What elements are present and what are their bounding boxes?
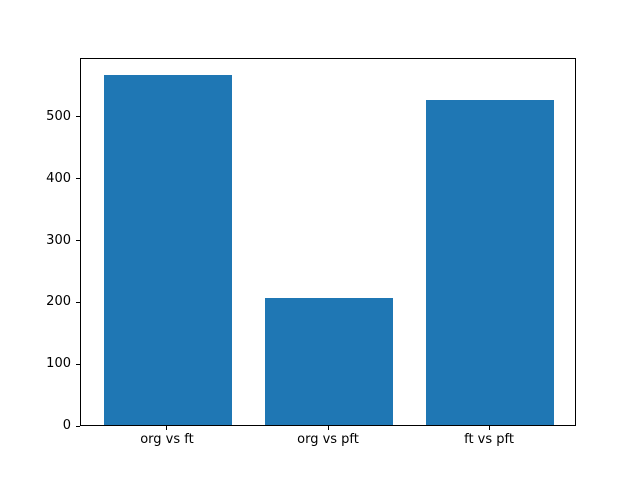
y-tick-mark bbox=[76, 240, 80, 242]
y-tick-mark bbox=[76, 425, 80, 427]
y-tick-label: 0 bbox=[62, 418, 71, 433]
x-tick-label: ft vs pft bbox=[464, 432, 514, 447]
y-tick-mark bbox=[76, 301, 80, 303]
y-tick-label: 500 bbox=[46, 108, 71, 124]
bar-org-vs-ft bbox=[103, 74, 233, 425]
x-tick-mark bbox=[488, 426, 490, 430]
x-tick-label: org vs pft bbox=[297, 432, 359, 447]
y-tick-label: 300 bbox=[46, 232, 71, 248]
plot-area bbox=[80, 58, 576, 426]
x-tick-mark bbox=[327, 426, 329, 430]
y-tick-mark bbox=[76, 116, 80, 118]
bar-org-vs-pft bbox=[264, 297, 394, 425]
bar-ft-vs-pft bbox=[425, 99, 555, 425]
y-tick-mark bbox=[76, 178, 80, 180]
y-tick-mark bbox=[76, 363, 80, 365]
y-tick-label: 200 bbox=[46, 294, 71, 310]
x-tick-mark bbox=[166, 426, 168, 430]
y-tick-label: 400 bbox=[46, 170, 71, 186]
y-tick-label: 100 bbox=[46, 356, 71, 372]
x-tick-label: org vs ft bbox=[140, 432, 194, 447]
